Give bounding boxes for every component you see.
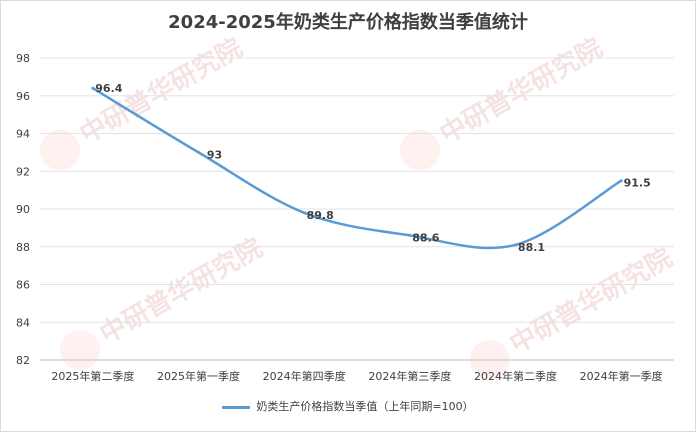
data-label: 89.8 [307, 209, 334, 222]
x-tick-label: 2024年第二季度 [474, 369, 557, 383]
data-point [619, 179, 623, 183]
legend-line-swatch [222, 405, 251, 409]
data-point [408, 233, 412, 237]
y-tick-label: 88 [16, 241, 30, 254]
series-line [91, 86, 623, 250]
series-layer [91, 86, 623, 250]
watermark-layer: 中研普华研究院 中研普华研究院 中研普华研究院 中研普华研究院 [40, 32, 678, 380]
watermark-logo: 中研普华研究院 [435, 32, 608, 150]
x-tick-label: 2024年第三季度 [368, 369, 451, 383]
y-tick-label: 90 [16, 203, 30, 216]
watermark-logo: 中研普华研究院 [95, 232, 268, 350]
data-label: 93 [207, 148, 222, 161]
y-tick-label: 84 [16, 316, 30, 329]
data-point [91, 86, 95, 90]
data-label: 88.6 [412, 231, 439, 244]
y-tick-label: 86 [16, 279, 30, 292]
x-axis: 2025年第二季度 2025年第一季度 2024年第四季度 2024年第三季度 2024… [51, 369, 662, 383]
x-tick-label: 2024年第一季度 [580, 369, 663, 383]
data-point [302, 211, 306, 215]
x-tick-label: 2024年第四季度 [263, 369, 346, 383]
data-point [197, 150, 200, 154]
data-label: 88.1 [518, 241, 545, 254]
y-tick-label: 82 [16, 354, 30, 367]
grid-lines [40, 57, 674, 361]
chart-title: 2024-2025年奶类生产价格指数当季值统计 [168, 12, 528, 33]
y-tick-label: 96 [16, 90, 30, 103]
data-point [514, 243, 517, 247]
x-tick-label: 2025年第二季度 [51, 369, 134, 383]
data-labels: 96.4 93 89.8 88.6 88.1 91.5 [95, 82, 650, 254]
y-axis: 82 84 86 88 90 92 94 96 98 [16, 52, 30, 367]
y-tick-label: 92 [16, 165, 30, 178]
legend-label: 奶类生产价格指数当季值（上年同期=100） [256, 400, 474, 413]
legend: 奶类生产价格指数当季值（上年同期=100） [0, 398, 696, 414]
data-label: 91.5 [624, 177, 651, 190]
data-label: 96.4 [95, 82, 122, 95]
y-tick-label: 98 [16, 52, 30, 65]
watermark-logo: 中研普华研究院 [505, 242, 678, 360]
x-tick-label: 2025年第一季度 [157, 369, 240, 383]
y-tick-label: 94 [16, 128, 30, 141]
